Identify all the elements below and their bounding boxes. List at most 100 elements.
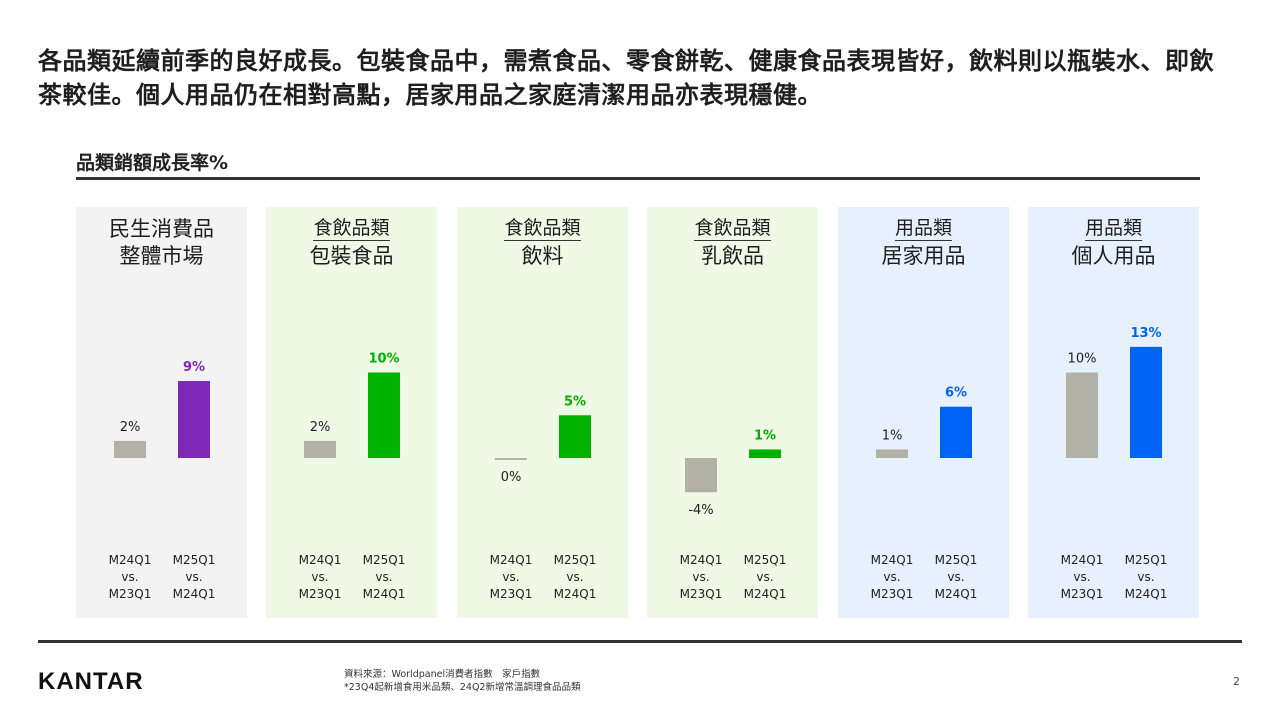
chart-panel-5: 用品類 居家用品 1% 6% M24Q1 vs. M23Q1 M25Q1 vs. M24Q1 (838, 207, 1009, 618)
bar-current (559, 415, 591, 458)
period-label-previous: M24Q1 vs. M23Q1 (862, 552, 922, 603)
period-label-current: M25Q1 vs. M24Q1 (545, 552, 605, 603)
bar-previous (304, 440, 336, 458)
period-line: M24Q1 (108, 553, 152, 567)
data-label-current: 10% (368, 352, 399, 367)
period-line: M25Q1 (743, 553, 787, 567)
kantar-logo: KANTAR (38, 668, 144, 695)
data-label-previous: 0% (501, 470, 522, 485)
period-line: vs. (375, 570, 393, 584)
period-line: vs. (756, 570, 774, 584)
panel-plot: 0% 5% (495, 394, 591, 485)
period-label-current: M25Q1 vs. M24Q1 (164, 552, 224, 603)
period-line: M23Q1 (679, 587, 723, 601)
period-line: M24Q1 (679, 553, 723, 567)
data-label-current: 9% (183, 360, 205, 375)
period-line: M24Q1 (934, 587, 978, 601)
panel-group-label: 用品類 (838, 213, 1009, 241)
panel-plot: -4% 1% (685, 428, 781, 518)
period-line: vs. (1137, 570, 1155, 584)
panel-category-label: 個人用品 (1071, 244, 1156, 268)
period-line: M23Q1 (489, 587, 533, 601)
panel-category-label: 包裝食品 (309, 244, 394, 268)
panel-group-text: 用品類 (894, 217, 952, 241)
data-label-current: 5% (564, 394, 586, 409)
bar-current (749, 449, 781, 458)
period-line: vs. (947, 570, 965, 584)
panel-plot: 1% 6% (876, 386, 972, 458)
data-label-current: 1% (754, 428, 776, 443)
period-label-current: M25Q1 vs. M24Q1 (735, 552, 795, 603)
chart-panel-1: 民生消費品 整體市場 2% 9% M24Q1 vs. M23Q1 M25Q1 vs. M24Q1 (76, 207, 247, 618)
title-divider (76, 177, 1200, 180)
bar-previous (876, 449, 908, 458)
panel-category-label: 整體市場 (119, 244, 204, 268)
panel-group-label: 食飲品類 (647, 213, 818, 241)
period-line: vs. (692, 570, 710, 584)
period-label-current: M25Q1 vs. M24Q1 (926, 552, 986, 603)
bar-previous (685, 458, 717, 493)
period-line: vs. (1073, 570, 1091, 584)
period-line: M23Q1 (1060, 587, 1104, 601)
period-label-previous: M24Q1 vs. M23Q1 (1052, 552, 1112, 603)
data-label-previous: 2% (120, 420, 141, 435)
period-line: vs. (185, 570, 203, 584)
period-line: M25Q1 (553, 553, 597, 567)
footer-divider (38, 640, 1242, 643)
bar-current (178, 381, 210, 458)
chart-panel-4: 食飲品類乳飲品 -4% 1% M24Q1 vs. M23Q1 M25Q1 vs. M24Q1 (647, 207, 818, 618)
period-label-previous: M24Q1 vs. M23Q1 (671, 552, 731, 603)
panel-group-text: 用品類 (1084, 217, 1142, 241)
period-line: M23Q1 (870, 587, 914, 601)
data-label-current: 13% (1130, 326, 1161, 341)
period-line: vs. (566, 570, 584, 584)
period-label-current: M25Q1 vs. M24Q1 (1116, 552, 1176, 603)
chart-panel-2: 食飲品類包裝食品 2% 10% M24Q1 vs. M23Q1 M25Q1 vs. M24Q1 (266, 207, 437, 618)
panel-group-text: 食飲品類 (694, 217, 771, 241)
bar-current (940, 406, 972, 458)
period-line: M24Q1 (362, 587, 406, 601)
period-line: M24Q1 (1060, 553, 1104, 567)
period-line: M25Q1 (1124, 553, 1168, 567)
source-line-2: *23Q4起新增食用米品類、24Q2新增常溫調理食品品類 (344, 682, 581, 693)
panel-plot: 10% 13% (1066, 326, 1162, 458)
bar-current (368, 372, 400, 458)
period-line: M24Q1 (489, 553, 533, 567)
panel-group-text: 民生消費品 (109, 217, 214, 241)
bar-previous (1066, 372, 1098, 458)
period-line: M23Q1 (298, 587, 342, 601)
page-number: 2 (1233, 675, 1240, 688)
bar-previous (114, 440, 146, 458)
period-label-previous: M24Q1 vs. M23Q1 (290, 552, 350, 603)
panel-category-label: 乳飲品 (701, 244, 764, 268)
headline: 各品類延續前季的良好成長。包裝食品中，需煮食品、零食餅乾、健康食品表現皆好，飲料… (38, 47, 1214, 109)
period-line: M25Q1 (362, 553, 406, 567)
panel-group-label: 用品類 (1028, 213, 1199, 241)
period-line: M24Q1 (1124, 587, 1168, 601)
data-label-current: 6% (945, 386, 967, 401)
period-label-previous: M24Q1 vs. M23Q1 (481, 552, 541, 603)
panel-group-text: 食飲品類 (504, 217, 581, 241)
data-label-previous: -4% (688, 503, 713, 518)
data-label-previous: 10% (1068, 352, 1097, 367)
panel-plot: 2% 9% (114, 360, 210, 458)
panel-group-text: 食飲品類 (313, 217, 390, 241)
period-line: M24Q1 (743, 587, 787, 601)
period-line: M25Q1 (172, 553, 216, 567)
data-label-previous: 2% (310, 420, 331, 435)
chart-panel-3: 食飲品類 飲料 0% 5% M24Q1 vs. M23Q1 M25Q1 vs. M24Q1 (457, 207, 628, 618)
bar-previous (495, 458, 527, 460)
panel-group-label: 食飲品類 (457, 213, 628, 241)
period-line: M23Q1 (108, 587, 152, 601)
period-line: vs. (121, 570, 139, 584)
source-note: 資料來源：Worldpanel消費者指數 家戶指數 *23Q4起新增食用米品類、… (344, 668, 580, 694)
panel-group-label: 民生消費品 (76, 213, 247, 243)
bar-current (1130, 346, 1162, 458)
chart-title: 品類銷額成長率% (76, 152, 229, 174)
source-line-1: 資料來源：Worldpanel消費者指數 家戶指數 (344, 669, 541, 680)
period-line: vs. (883, 570, 901, 584)
period-line: M25Q1 (934, 553, 978, 567)
period-line: vs. (502, 570, 520, 584)
period-line: M24Q1 (553, 587, 597, 601)
period-line: M24Q1 (870, 553, 914, 567)
